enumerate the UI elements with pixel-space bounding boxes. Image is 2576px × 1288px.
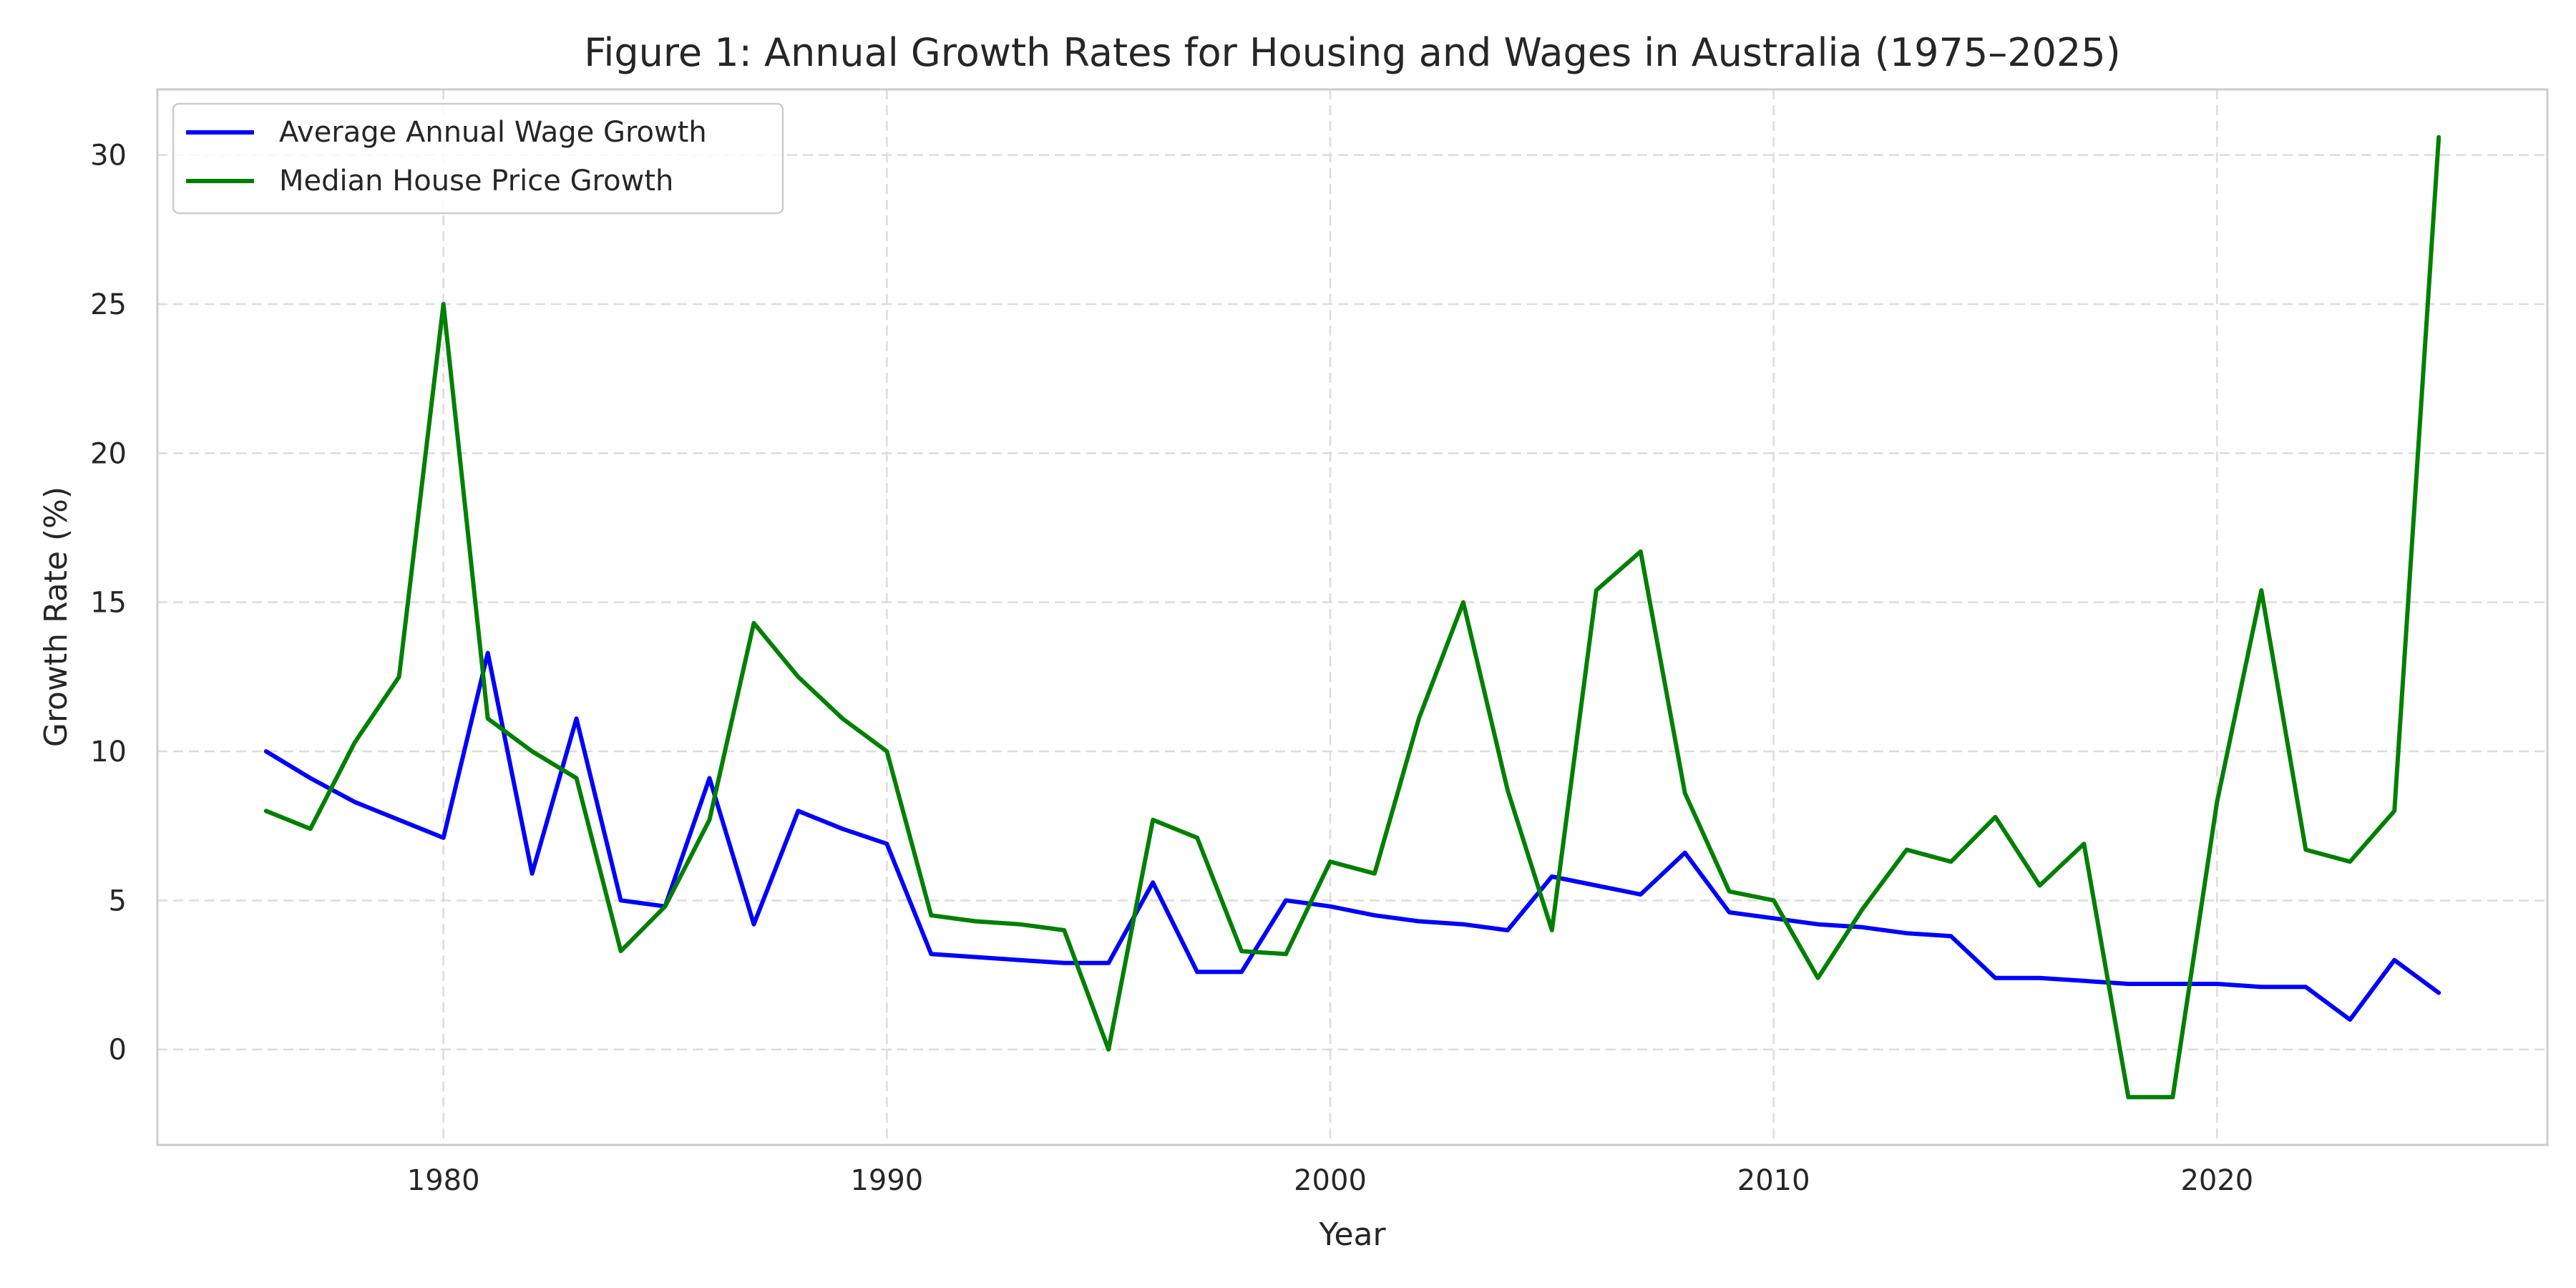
series-lines (263, 135, 2441, 1100)
x-axis-label: Year (1318, 1216, 1386, 1253)
x-tick-label: 2020 (2180, 1164, 2253, 1197)
x-tick-label: 2000 (1294, 1164, 1367, 1197)
y-tick-labels: 0 5 10 15 20 25 30 (90, 140, 127, 1067)
legend-label-wage: Average Annual Wage Growth (279, 116, 707, 149)
legend-box (172, 102, 784, 215)
legend: Average Annual Wage Growth Median House … (172, 102, 784, 215)
y-tick-label: 20 (90, 437, 127, 470)
y-axis-label: Growth Rate (%) (38, 487, 74, 747)
y-tick-label: 10 (90, 736, 127, 769)
y-tick-label: 0 (109, 1034, 127, 1067)
x-tick-label: 2010 (1737, 1164, 1810, 1197)
plot-border (156, 88, 2549, 1146)
y-tick-label: 5 (109, 884, 127, 917)
y-tick-label: 30 (90, 140, 127, 172)
x-tick-labels: 1980 1990 2000 2010 2020 (407, 1164, 2253, 1197)
y-tick-label: 15 (90, 587, 127, 620)
plot-area (157, 89, 2547, 1145)
y-tick-label: 25 (90, 288, 127, 321)
chart-title: Figure 1: Annual Growth Rates for Housin… (584, 30, 2120, 75)
legend-label-house: Median House Price Growth (279, 165, 673, 197)
x-tick-label: 1980 (407, 1164, 480, 1197)
x-tick-label: 1990 (850, 1164, 923, 1197)
series-line-0 (263, 650, 2441, 1022)
series-line-1 (263, 135, 2441, 1100)
